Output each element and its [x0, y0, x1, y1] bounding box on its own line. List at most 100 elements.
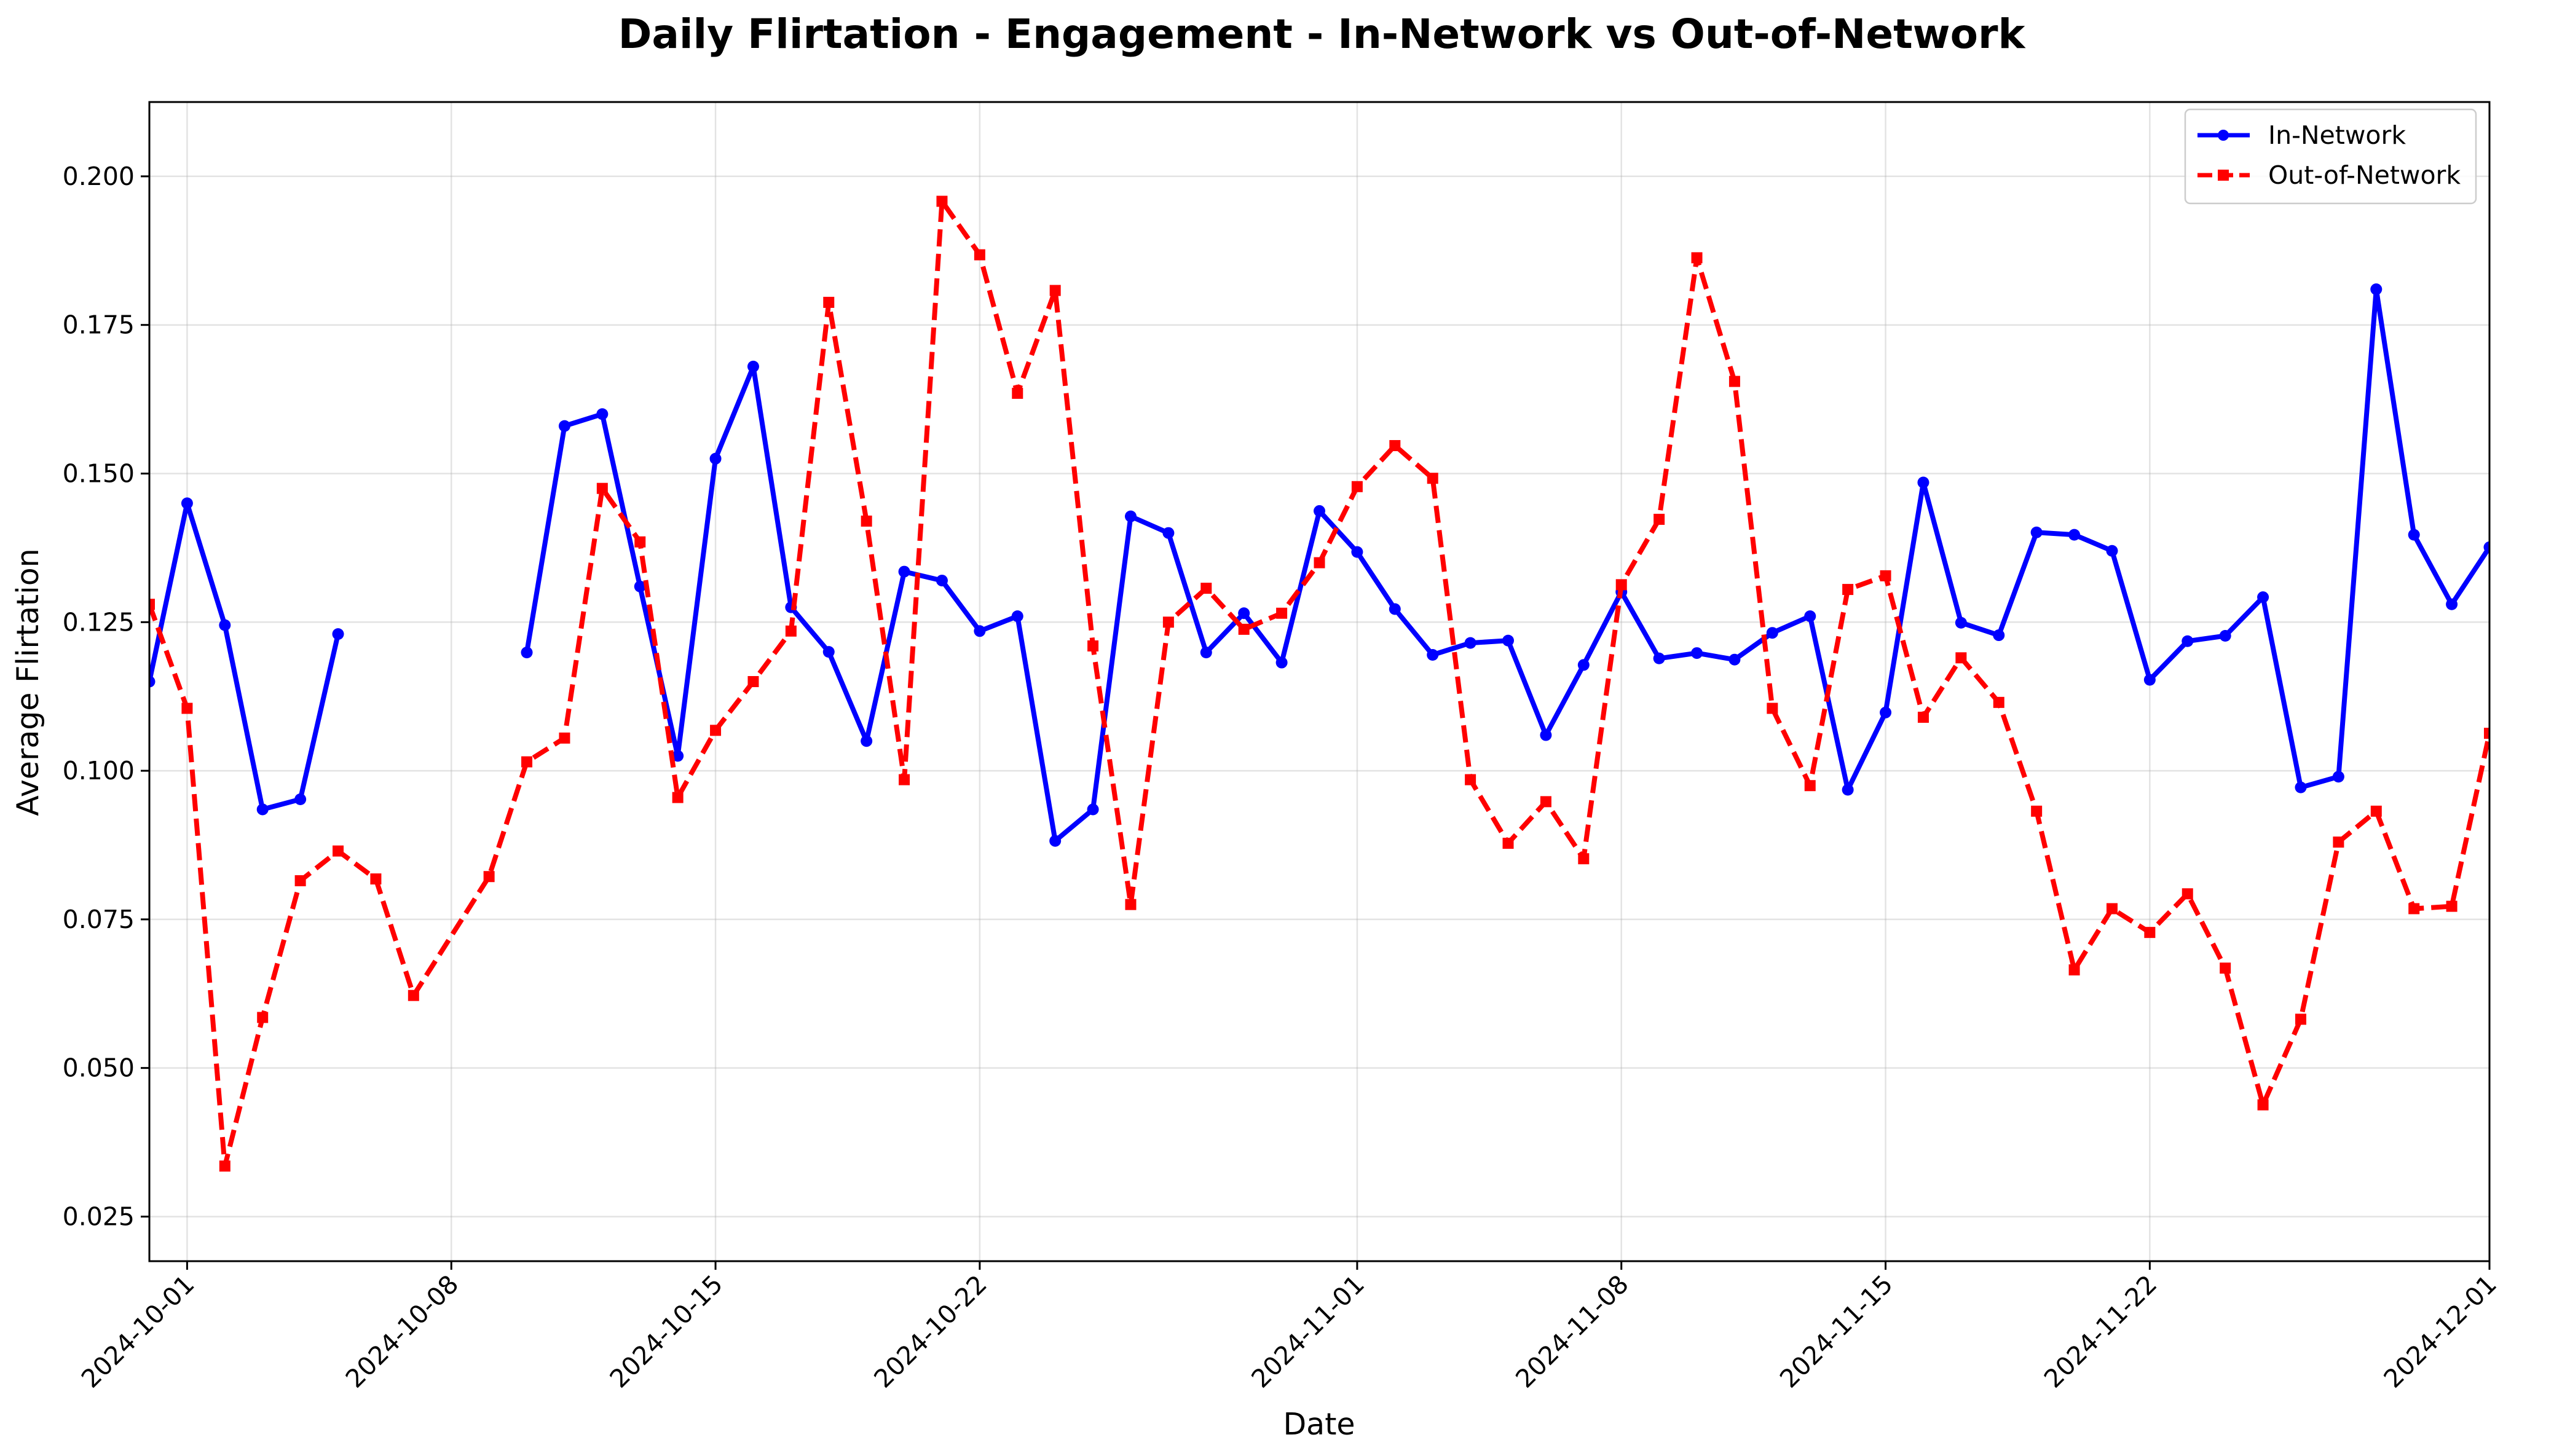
data-point-out-of-network	[1804, 780, 1816, 792]
data-point-in-network	[1502, 634, 1515, 647]
legend-marker-in-network	[2218, 130, 2229, 141]
data-point-in-network	[2295, 781, 2307, 793]
data-point-out-of-network	[2257, 1099, 2269, 1111]
data-point-out-of-network	[1389, 440, 1401, 452]
data-point-in-network	[1728, 653, 1741, 666]
data-point-out-of-network	[2106, 903, 2118, 915]
data-point-in-network	[294, 793, 307, 806]
data-point-in-network	[2332, 771, 2344, 783]
data-point-out-of-network	[1125, 899, 1137, 910]
data-point-out-of-network	[974, 249, 985, 261]
data-point-in-network	[2483, 541, 2489, 553]
data-point-in-network	[974, 625, 986, 637]
data-point-out-of-network	[1842, 584, 1854, 596]
data-point-in-network	[1087, 803, 1099, 816]
data-point-in-network	[521, 647, 533, 659]
x-tick-label: 2024-11-22	[2038, 1269, 2162, 1393]
data-point-out-of-network	[1728, 376, 1740, 387]
data-point-in-network	[1540, 729, 1552, 741]
data-point-in-network	[256, 803, 269, 816]
data-point-out-of-network	[181, 702, 193, 714]
data-point-out-of-network	[710, 725, 722, 736]
legend-marker-out-of-network	[2218, 170, 2229, 181]
data-point-out-of-network	[1955, 652, 1967, 664]
data-point-out-of-network	[1691, 252, 1703, 264]
y-tick-label: 0.175	[63, 310, 135, 340]
legend: In-Network Out-of-Network	[2184, 108, 2477, 205]
data-point-out-of-network	[2031, 805, 2043, 817]
legend-box	[2184, 108, 2477, 205]
legend-label-out-of-network: Out-of-Network	[2268, 160, 2461, 190]
data-point-out-of-network	[1238, 623, 1250, 635]
data-point-out-of-network	[2408, 903, 2420, 915]
data-point-in-network	[2257, 591, 2269, 604]
plot-frame	[148, 101, 2491, 1262]
data-point-out-of-network	[1578, 853, 1590, 865]
data-point-out-of-network	[823, 296, 835, 308]
data-point-out-of-network	[1276, 607, 1288, 619]
data-point-out-of-network	[596, 482, 608, 494]
data-point-in-network	[1955, 616, 1967, 629]
data-point-out-of-network	[2333, 836, 2344, 848]
data-point-out-of-network	[1653, 513, 1665, 525]
data-point-in-network	[2068, 529, 2081, 541]
data-point-in-network	[1351, 546, 1363, 558]
data-point-out-of-network	[1314, 557, 1325, 569]
x-tick-label: 2024-11-08	[1510, 1269, 1634, 1393]
legend-label-in-network: In-Network	[2268, 120, 2406, 150]
data-point-out-of-network	[370, 873, 382, 885]
data-point-out-of-network	[1427, 473, 1438, 484]
data-point-in-network	[1804, 610, 1816, 623]
x-tick-label: 2024-10-08	[340, 1269, 464, 1393]
data-point-in-network	[898, 565, 910, 578]
data-point-out-of-network	[483, 871, 495, 883]
data-point-out-of-network	[149, 599, 155, 610]
data-point-in-network	[2106, 545, 2118, 557]
data-point-out-of-network	[899, 774, 910, 785]
data-point-out-of-network	[1917, 712, 1929, 723]
y-axis-label: Average Flirtation	[10, 548, 45, 816]
data-point-in-network	[1766, 627, 1778, 639]
data-point-out-of-network	[1351, 481, 1363, 492]
data-point-out-of-network	[2220, 962, 2231, 974]
data-point-out-of-network	[2068, 964, 2080, 976]
series-line-in-network	[524, 286, 2489, 844]
data-point-out-of-network	[2370, 805, 2382, 817]
data-point-out-of-network	[747, 676, 759, 687]
data-point-in-network	[2219, 630, 2231, 642]
data-point-in-network	[1389, 603, 1401, 615]
x-tick-label: 2024-11-01	[1246, 1269, 1370, 1393]
data-point-out-of-network	[2182, 888, 2193, 900]
data-point-out-of-network	[2446, 900, 2458, 912]
data-point-out-of-network	[2484, 728, 2489, 739]
y-tick-label: 0.200	[63, 162, 135, 191]
data-point-in-network	[672, 750, 684, 762]
data-point-in-network	[634, 580, 646, 592]
y-axis-ticks: 0.025 0.050 0.075 0.100 0.125 0.150 0.175 0.200	[63, 162, 149, 1231]
data-point-in-network	[1880, 706, 1892, 718]
x-axis-ticks: 2024-10-01 2024-10-08 2024-10-15 2024-10-22…	[76, 1261, 2502, 1394]
x-tick-label: 2024-10-01	[76, 1269, 200, 1393]
data-point-in-network	[1049, 835, 1062, 847]
data-point-out-of-network	[1012, 387, 1023, 399]
data-point-in-network	[1917, 476, 1929, 489]
y-tick-label: 0.075	[63, 905, 135, 934]
data-point-in-network	[861, 735, 873, 747]
data-point-in-network	[1314, 505, 1325, 517]
x-tick-label: 2024-10-15	[604, 1269, 728, 1393]
data-point-in-network	[219, 619, 231, 631]
data-point-out-of-network	[257, 1012, 269, 1023]
data-point-out-of-network	[1162, 616, 1174, 628]
data-point-in-network	[596, 408, 609, 420]
data-point-out-of-network	[521, 756, 533, 768]
data-point-out-of-network	[2144, 927, 2156, 939]
data-point-out-of-network	[2295, 1013, 2306, 1025]
data-point-in-network	[1124, 510, 1137, 522]
data-point-in-network	[1993, 629, 2005, 642]
data-point-in-network	[1427, 648, 1439, 661]
data-point-out-of-network	[785, 625, 797, 637]
data-point-in-network	[1275, 656, 1288, 669]
data-point-out-of-network	[634, 536, 646, 548]
y-tick-label: 0.150	[63, 458, 135, 488]
